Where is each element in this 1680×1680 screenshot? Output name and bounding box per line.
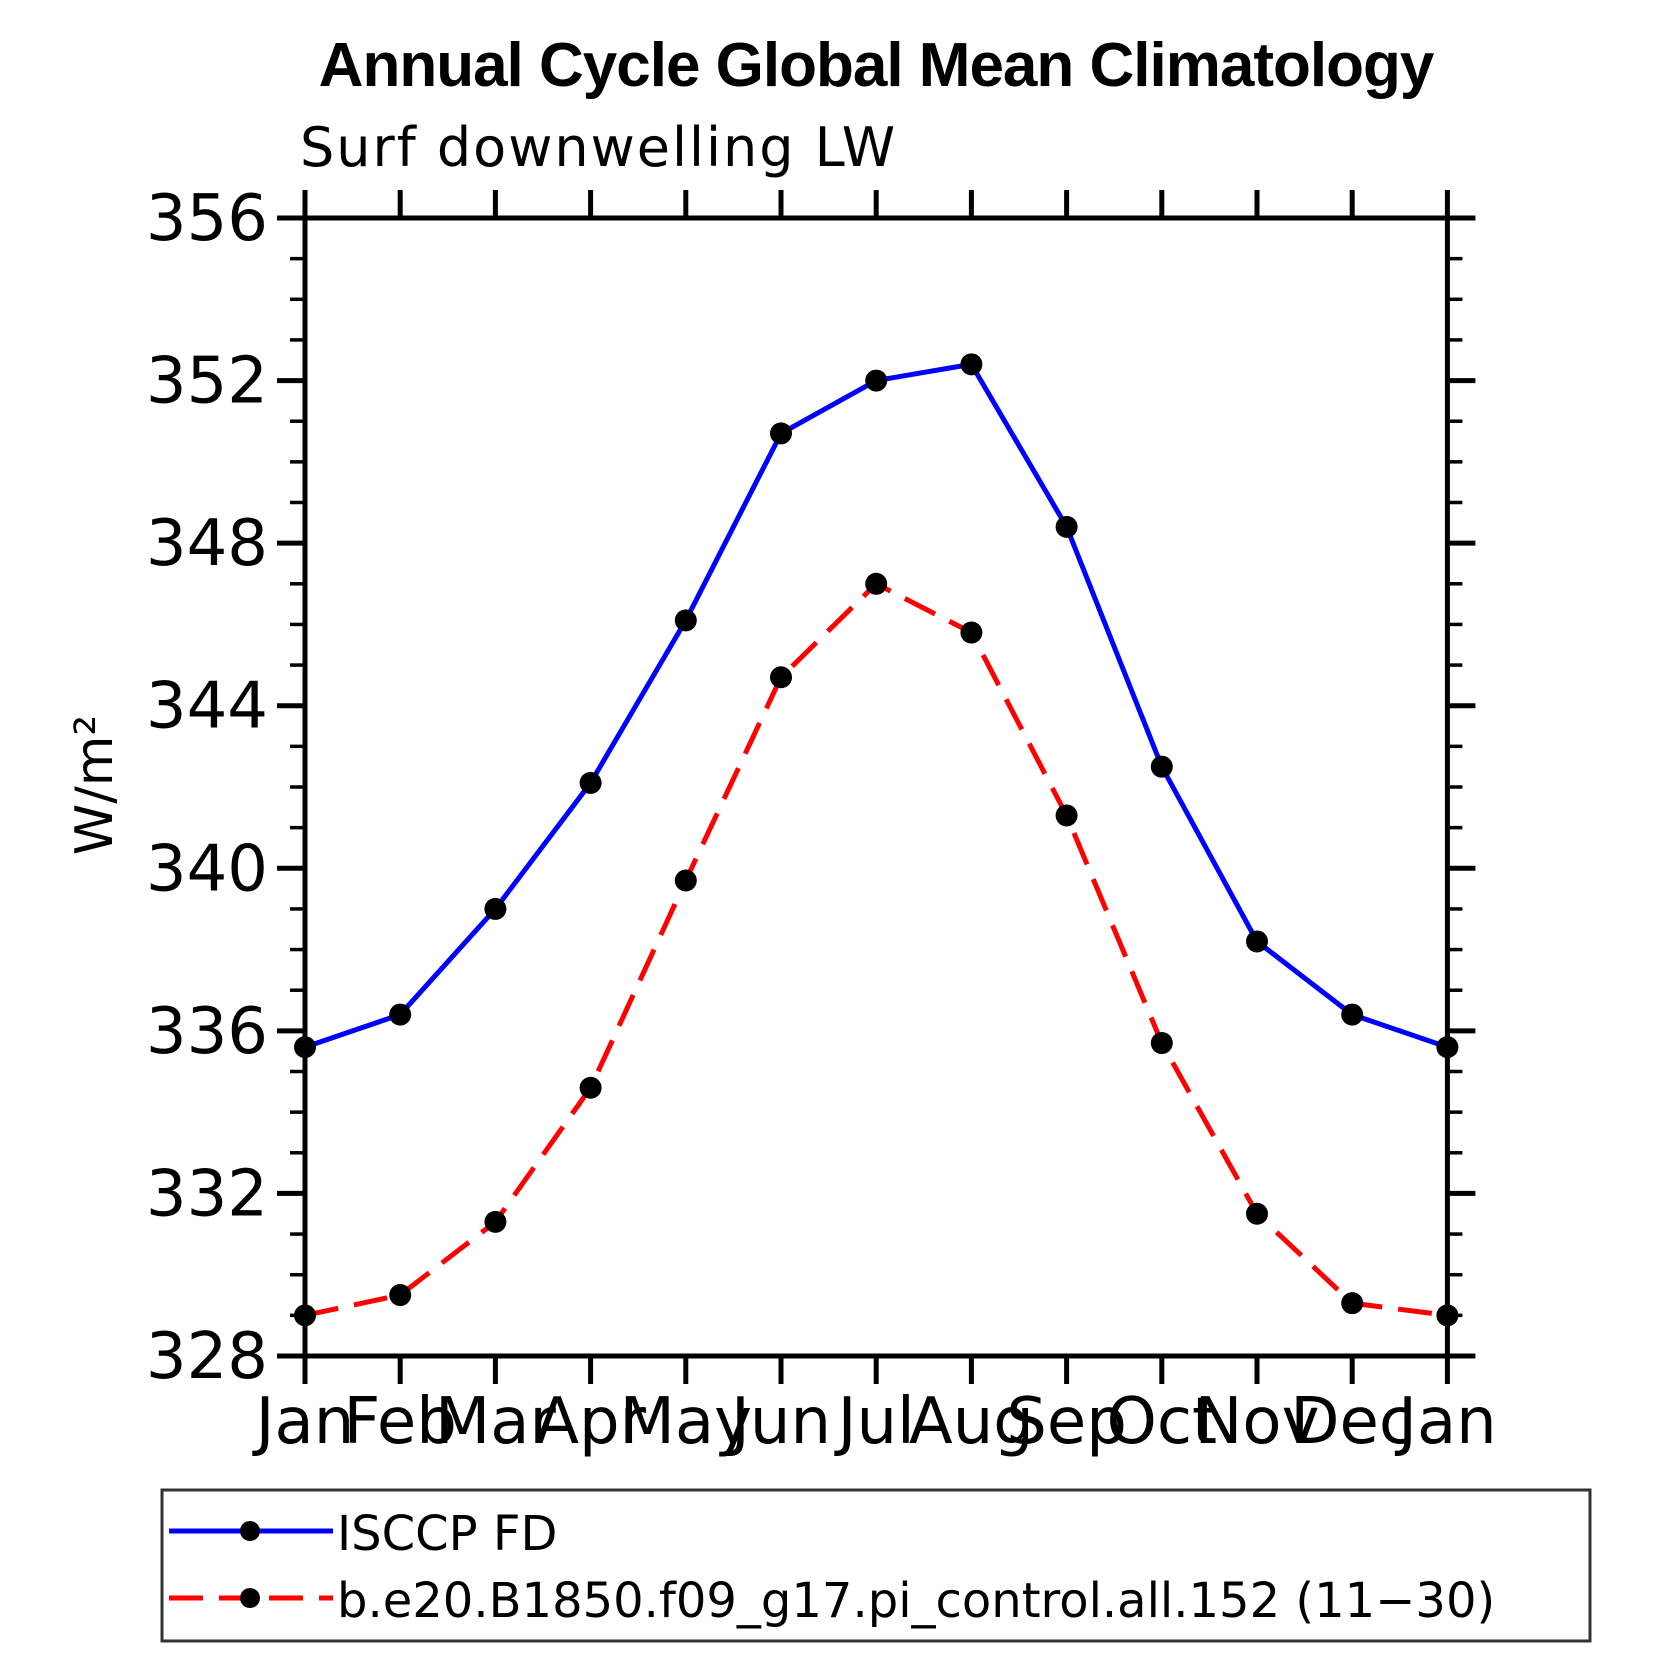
y-tick-label: 352: [146, 345, 268, 419]
data-point: [579, 771, 602, 794]
legend-label-isccp: ISCCP FD: [337, 1506, 557, 1562]
x-tick-label: Mar: [435, 1385, 556, 1459]
x-tick-label: Dec: [1290, 1385, 1414, 1459]
x-tick-label: Jan: [252, 1385, 355, 1459]
chart-subtitle: Surf downwelling LW: [300, 116, 897, 179]
y-tick-label: 340: [146, 832, 268, 906]
data-point: [1246, 1202, 1268, 1225]
x-tick-label: Jun: [727, 1385, 831, 1459]
data-point: [1341, 1292, 1364, 1315]
data-point: [865, 369, 888, 392]
legend-label-model: b.e20.B1850.f09_g17.pi_control.all.152 (…: [337, 1573, 1495, 1629]
data-point-markers: [294, 353, 1459, 1327]
y-tick-label: 332: [146, 1157, 268, 1231]
data-point: [1246, 930, 1268, 953]
data-point: [1341, 1003, 1364, 1026]
data-point: [1436, 1036, 1459, 1059]
x-tick-label: May: [620, 1385, 752, 1459]
data-point: [1055, 804, 1078, 827]
data-point: [1150, 1032, 1173, 1055]
data-point: [484, 1210, 507, 1233]
data-point: [770, 422, 792, 445]
x-tick-label: Aug: [909, 1385, 1034, 1459]
x-tick-label: Jul: [834, 1385, 915, 1459]
legend-marker-isccp: [240, 1521, 260, 1541]
legend: ISCCP FD b.e20.B1850.f09_g17.pi_control.…: [160, 1488, 1592, 1643]
data-point: [294, 1304, 316, 1327]
series-line-1: [304, 580, 1448, 1318]
y-tick-label: 344: [146, 670, 268, 744]
data-point: [865, 572, 888, 595]
data-point: [484, 897, 507, 920]
x-tick-label: Feb: [344, 1385, 457, 1459]
data-point: [1055, 515, 1078, 538]
x-tick-label: Apr: [535, 1385, 646, 1459]
data-point: [1436, 1304, 1459, 1327]
x-tick-label: Sep: [1006, 1385, 1127, 1459]
axes: 328332336340344348352356JanFebMarAprMayJ…: [146, 182, 1497, 1459]
x-tick-label: Oct: [1106, 1385, 1217, 1459]
data-point: [294, 1036, 316, 1059]
series-line-0: [304, 361, 1449, 1050]
data-point: [960, 621, 983, 644]
legend-box: [160, 1488, 1592, 1643]
y-tick-label: 328: [146, 1320, 268, 1394]
data-point: [579, 1076, 602, 1099]
data-point: [674, 609, 697, 632]
data-point: [1150, 755, 1173, 778]
data-point: [389, 1003, 412, 1026]
y-axis-label: W/m²: [65, 715, 125, 855]
data-point: [960, 353, 983, 376]
series-lines: [304, 361, 1449, 1318]
data-point: [389, 1284, 412, 1307]
data-point: [770, 666, 792, 689]
data-point: [674, 869, 697, 892]
x-tick-label: Nov: [1195, 1385, 1320, 1459]
x-tick-label: Jan: [1394, 1385, 1497, 1459]
y-tick-label: 356: [146, 182, 268, 256]
legend-marker-model: [240, 1588, 260, 1608]
y-tick-label: 348: [146, 507, 268, 581]
chart-title: Annual Cycle Global Mean Climatology: [319, 31, 1435, 100]
y-tick-label: 336: [146, 995, 268, 1069]
